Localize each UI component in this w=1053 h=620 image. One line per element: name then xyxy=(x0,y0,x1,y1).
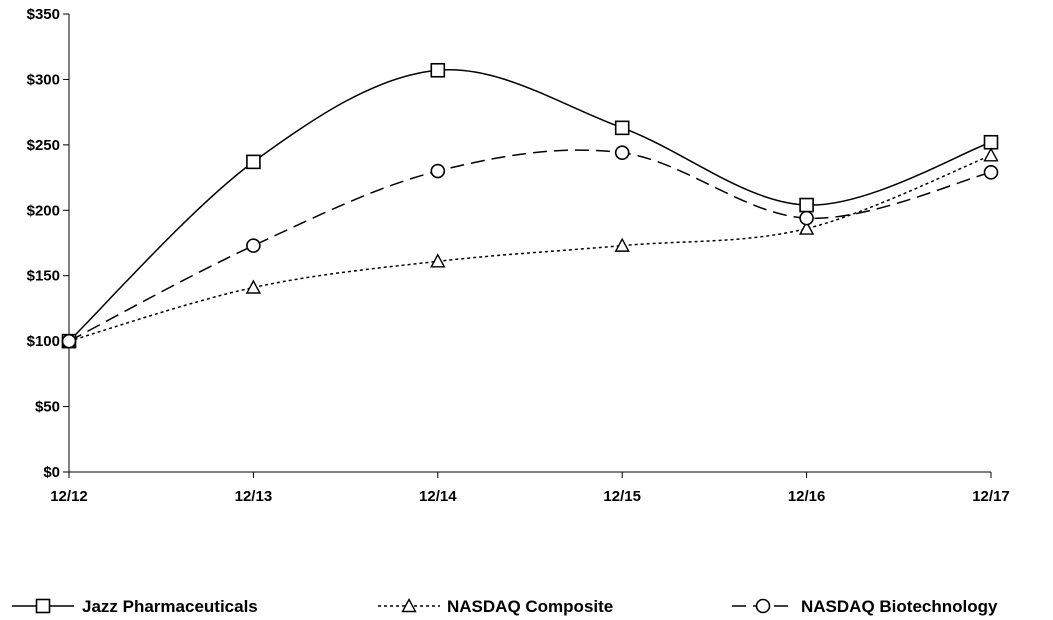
y-tick-label: $50 xyxy=(35,399,60,416)
legend-item: NASDAQ Composite xyxy=(378,597,613,616)
legend: Jazz Pharmaceuticals NASDAQ Composite NASD… xyxy=(12,597,998,616)
data-point-jazz-pharmaceuticals xyxy=(614,120,630,136)
data-point-nasdaq-composite xyxy=(614,237,630,252)
x-tick-label: 12/12 xyxy=(50,488,88,505)
data-point-nasdaq-biotechnology xyxy=(614,145,630,161)
legend-item: NASDAQ Biotechnology xyxy=(732,597,998,616)
data-point-nasdaq-composite xyxy=(245,279,262,294)
x-tick-label: 12/16 xyxy=(788,488,826,505)
x-axis: 12/12 12/13 12/14 12/15 12/16 12/17 xyxy=(50,471,1010,505)
y-tick-label: $350 xyxy=(27,6,60,23)
y-tick-label: $300 xyxy=(27,71,60,88)
data-point-nasdaq-biotechnology xyxy=(246,238,261,253)
legend-marker-jazz-pharmaceuticals xyxy=(35,598,51,614)
y-tick-label: $200 xyxy=(27,202,60,219)
series-line-nasdaq-biotechnology xyxy=(68,149,992,342)
data-point-nasdaq-composite xyxy=(798,220,815,235)
legend-label: Jazz Pharmaceuticals xyxy=(82,597,258,616)
data-point-nasdaq-biotechnology xyxy=(430,163,446,179)
data-point-nasdaq-biotechnology xyxy=(983,165,999,180)
x-tick-label: 12/14 xyxy=(419,488,457,505)
data-point-nasdaq-biotechnology xyxy=(61,333,77,349)
x-tick-label: 12/15 xyxy=(603,488,641,505)
data-point-nasdaq-biotechnology xyxy=(799,210,814,226)
data-point-jazz-pharmaceuticals xyxy=(246,154,261,170)
legend-marker-nasdaq-composite xyxy=(401,598,417,613)
series-line-jazz-pharmaceuticals xyxy=(68,68,992,342)
data-point-jazz-pharmaceuticals xyxy=(799,197,814,213)
data-point-jazz-pharmaceuticals xyxy=(430,62,446,78)
legend-label: NASDAQ Composite xyxy=(447,597,613,616)
data-point-jazz-pharmaceuticals xyxy=(983,134,999,150)
series-line-nasdaq-composite xyxy=(68,154,992,342)
y-tick-label: $250 xyxy=(27,137,60,154)
y-tick-label: $0 xyxy=(43,464,60,481)
legend-label: NASDAQ Biotechnology xyxy=(801,597,998,616)
legend-item: Jazz Pharmaceuticals xyxy=(12,597,258,616)
x-tick-label: 12/13 xyxy=(235,488,273,505)
series-markers xyxy=(61,62,999,349)
data-point-nasdaq-composite xyxy=(983,147,999,162)
y-tick-label: $150 xyxy=(27,268,60,285)
x-tick-label: 12/17 xyxy=(972,488,1010,505)
y-tick-label: $100 xyxy=(27,333,60,350)
data-point-nasdaq-composite xyxy=(430,253,446,268)
legend-marker-nasdaq-biotechnology xyxy=(755,598,771,614)
y-axis: $0 $50 $100 $150 $200 $250 $300 $350 xyxy=(27,6,70,481)
series-lines xyxy=(68,68,992,342)
